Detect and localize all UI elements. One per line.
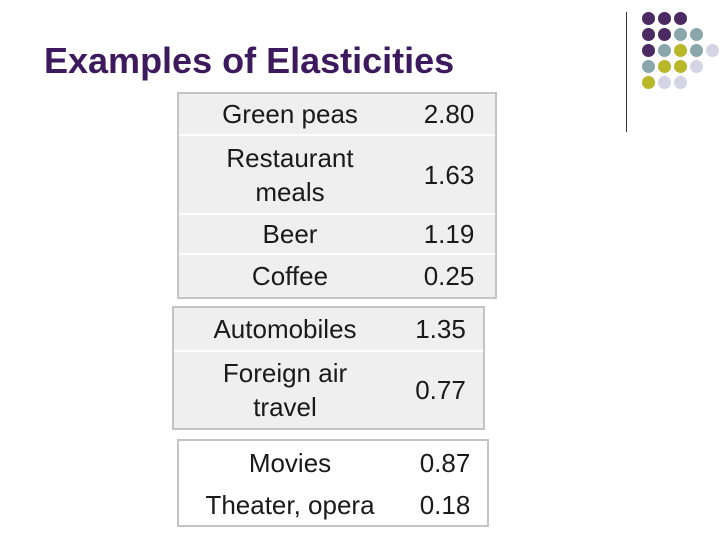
elasticity-value: 0.25 xyxy=(423,261,475,291)
decorative-dot xyxy=(690,28,703,41)
table-row: Movies 0.87 xyxy=(179,441,487,485)
decorative-dot xyxy=(658,44,671,57)
elasticity-value: 1.19 xyxy=(423,219,475,249)
table-row: Foreign air travel 0.77 xyxy=(174,352,483,428)
elasticity-table-group-2: Automobiles 1.35 Foreign air travel 0.77 xyxy=(172,306,485,430)
decorative-dot xyxy=(674,60,687,73)
elasticity-value: 1.63 xyxy=(423,159,475,190)
elasticity-value: 0.87 xyxy=(419,448,471,478)
good-name: Restaurant meals xyxy=(226,142,354,207)
decorative-dot xyxy=(658,76,671,89)
decorative-divider xyxy=(626,12,627,132)
decorative-dot xyxy=(674,12,687,25)
decorative-dot xyxy=(642,28,655,41)
elasticity-value: 2.80 xyxy=(423,99,475,129)
table-row: Green peas 2.80 xyxy=(179,94,495,136)
slide-title: Examples of Elasticities xyxy=(44,40,455,81)
elasticity-table-group-3: Movies 0.87 Theater, opera 0.18 xyxy=(177,439,489,527)
decorative-dot xyxy=(642,76,655,89)
elasticity-table-group-1: Green peas 2.80 Restaurant meals 1.63 Be… xyxy=(177,92,497,299)
good-name: Coffee xyxy=(251,261,329,291)
good-name: Green peas xyxy=(222,99,358,129)
elasticity-value: 0.18 xyxy=(419,490,471,520)
decorative-dot xyxy=(674,76,687,89)
decorative-dot xyxy=(690,60,703,73)
decorative-dot xyxy=(674,44,687,57)
good-name: Beer xyxy=(262,219,318,249)
table-row: Theater, opera 0.18 xyxy=(179,485,487,525)
elasticity-value: 1.35 xyxy=(415,314,466,344)
table-row: Restaurant meals 1.63 xyxy=(179,136,495,215)
decorative-dot xyxy=(674,28,687,41)
table-row: Automobiles 1.35 xyxy=(174,308,483,352)
decorative-dot-grid xyxy=(642,12,720,122)
table-row: Beer 1.19 xyxy=(179,215,495,255)
good-name: Theater, opera xyxy=(205,490,375,520)
decorative-dot xyxy=(642,60,655,73)
good-name: Automobiles xyxy=(213,314,357,344)
decorative-dot xyxy=(658,28,671,41)
decorative-dot xyxy=(642,44,655,57)
decorative-dot xyxy=(706,44,719,57)
decorative-dot xyxy=(690,44,703,57)
good-name: Foreign air travel xyxy=(222,358,348,422)
decorative-dot xyxy=(658,60,671,73)
decorative-dot xyxy=(642,12,655,25)
elasticity-value: 0.77 xyxy=(415,375,466,405)
good-name: Movies xyxy=(248,448,332,478)
table-row: Coffee 0.25 xyxy=(179,255,495,297)
decorative-dot xyxy=(658,12,671,25)
